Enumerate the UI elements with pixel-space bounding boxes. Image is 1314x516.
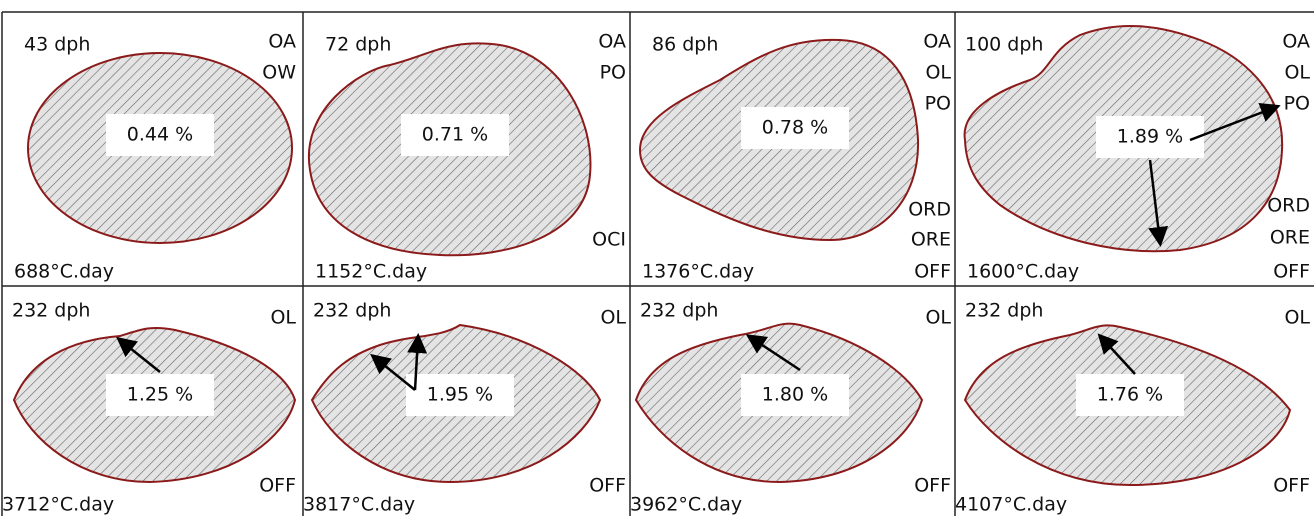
region-label: OL bbox=[925, 307, 951, 329]
percent-label: 1.25 % bbox=[127, 384, 193, 406]
region-label: PO bbox=[600, 62, 626, 84]
region-label: OCI bbox=[592, 229, 626, 251]
percent-label: 0.71 % bbox=[422, 124, 488, 146]
percent-label: 0.44 % bbox=[127, 124, 193, 146]
region-label: OFF bbox=[914, 261, 951, 283]
region-label: PO bbox=[1284, 93, 1310, 115]
degree-days: 3817°C.day bbox=[303, 494, 415, 516]
region-label: PO bbox=[925, 93, 951, 115]
percent-label: 1.95 % bbox=[427, 384, 493, 406]
percent-label: 1.76 % bbox=[1097, 384, 1163, 406]
region-label: OL bbox=[270, 307, 296, 329]
region-label: OFF bbox=[259, 475, 296, 497]
age-label: 232 dph bbox=[640, 300, 718, 322]
region-label: OW bbox=[262, 62, 296, 84]
age-label: 232 dph bbox=[313, 300, 391, 322]
region-label: OL bbox=[1284, 307, 1310, 329]
region-label: OL bbox=[1284, 62, 1310, 84]
region-label: OL bbox=[600, 307, 626, 329]
region-label: OL bbox=[925, 62, 951, 84]
region-label: OA bbox=[268, 31, 296, 53]
figure: 43 dph 688°C.day 0.44 % OA OW 72 dph 1152°C.da… bbox=[0, 0, 1314, 516]
age-label: 43 dph bbox=[24, 34, 90, 56]
degree-days: 1600°C.day bbox=[967, 261, 1079, 283]
degree-days: 4107°C.day bbox=[955, 494, 1067, 516]
degree-days: 3712°C.day bbox=[2, 494, 114, 516]
region-label: ORD bbox=[908, 199, 951, 221]
percent-label: 1.80 % bbox=[762, 384, 828, 406]
region-label: OFF bbox=[589, 475, 626, 497]
age-label: 232 dph bbox=[965, 300, 1043, 322]
otolith-shapes bbox=[14, 26, 1290, 485]
region-label: OA bbox=[598, 31, 626, 53]
degree-days: 1152°C.day bbox=[315, 261, 427, 283]
region-label: OFF bbox=[914, 475, 951, 497]
age-label: 100 dph bbox=[965, 34, 1043, 56]
age-label: 86 dph bbox=[652, 34, 718, 56]
degree-days: 688°C.day bbox=[14, 261, 114, 283]
region-label: ORE bbox=[1270, 227, 1310, 249]
region-label: OA bbox=[1282, 31, 1310, 53]
degree-days: 3962°C.day bbox=[630, 494, 742, 516]
region-label: ORE bbox=[911, 229, 951, 251]
degree-days: 1376°C.day bbox=[642, 261, 754, 283]
region-label: ORD bbox=[1267, 195, 1310, 217]
percent-label: 0.78 % bbox=[762, 117, 828, 139]
age-label: 232 dph bbox=[12, 300, 90, 322]
region-label: OFF bbox=[1273, 475, 1310, 497]
region-label: OA bbox=[923, 31, 951, 53]
age-label: 72 dph bbox=[325, 34, 391, 56]
region-label: OFF bbox=[1273, 261, 1310, 283]
percent-label: 1.89 % bbox=[1117, 126, 1183, 148]
